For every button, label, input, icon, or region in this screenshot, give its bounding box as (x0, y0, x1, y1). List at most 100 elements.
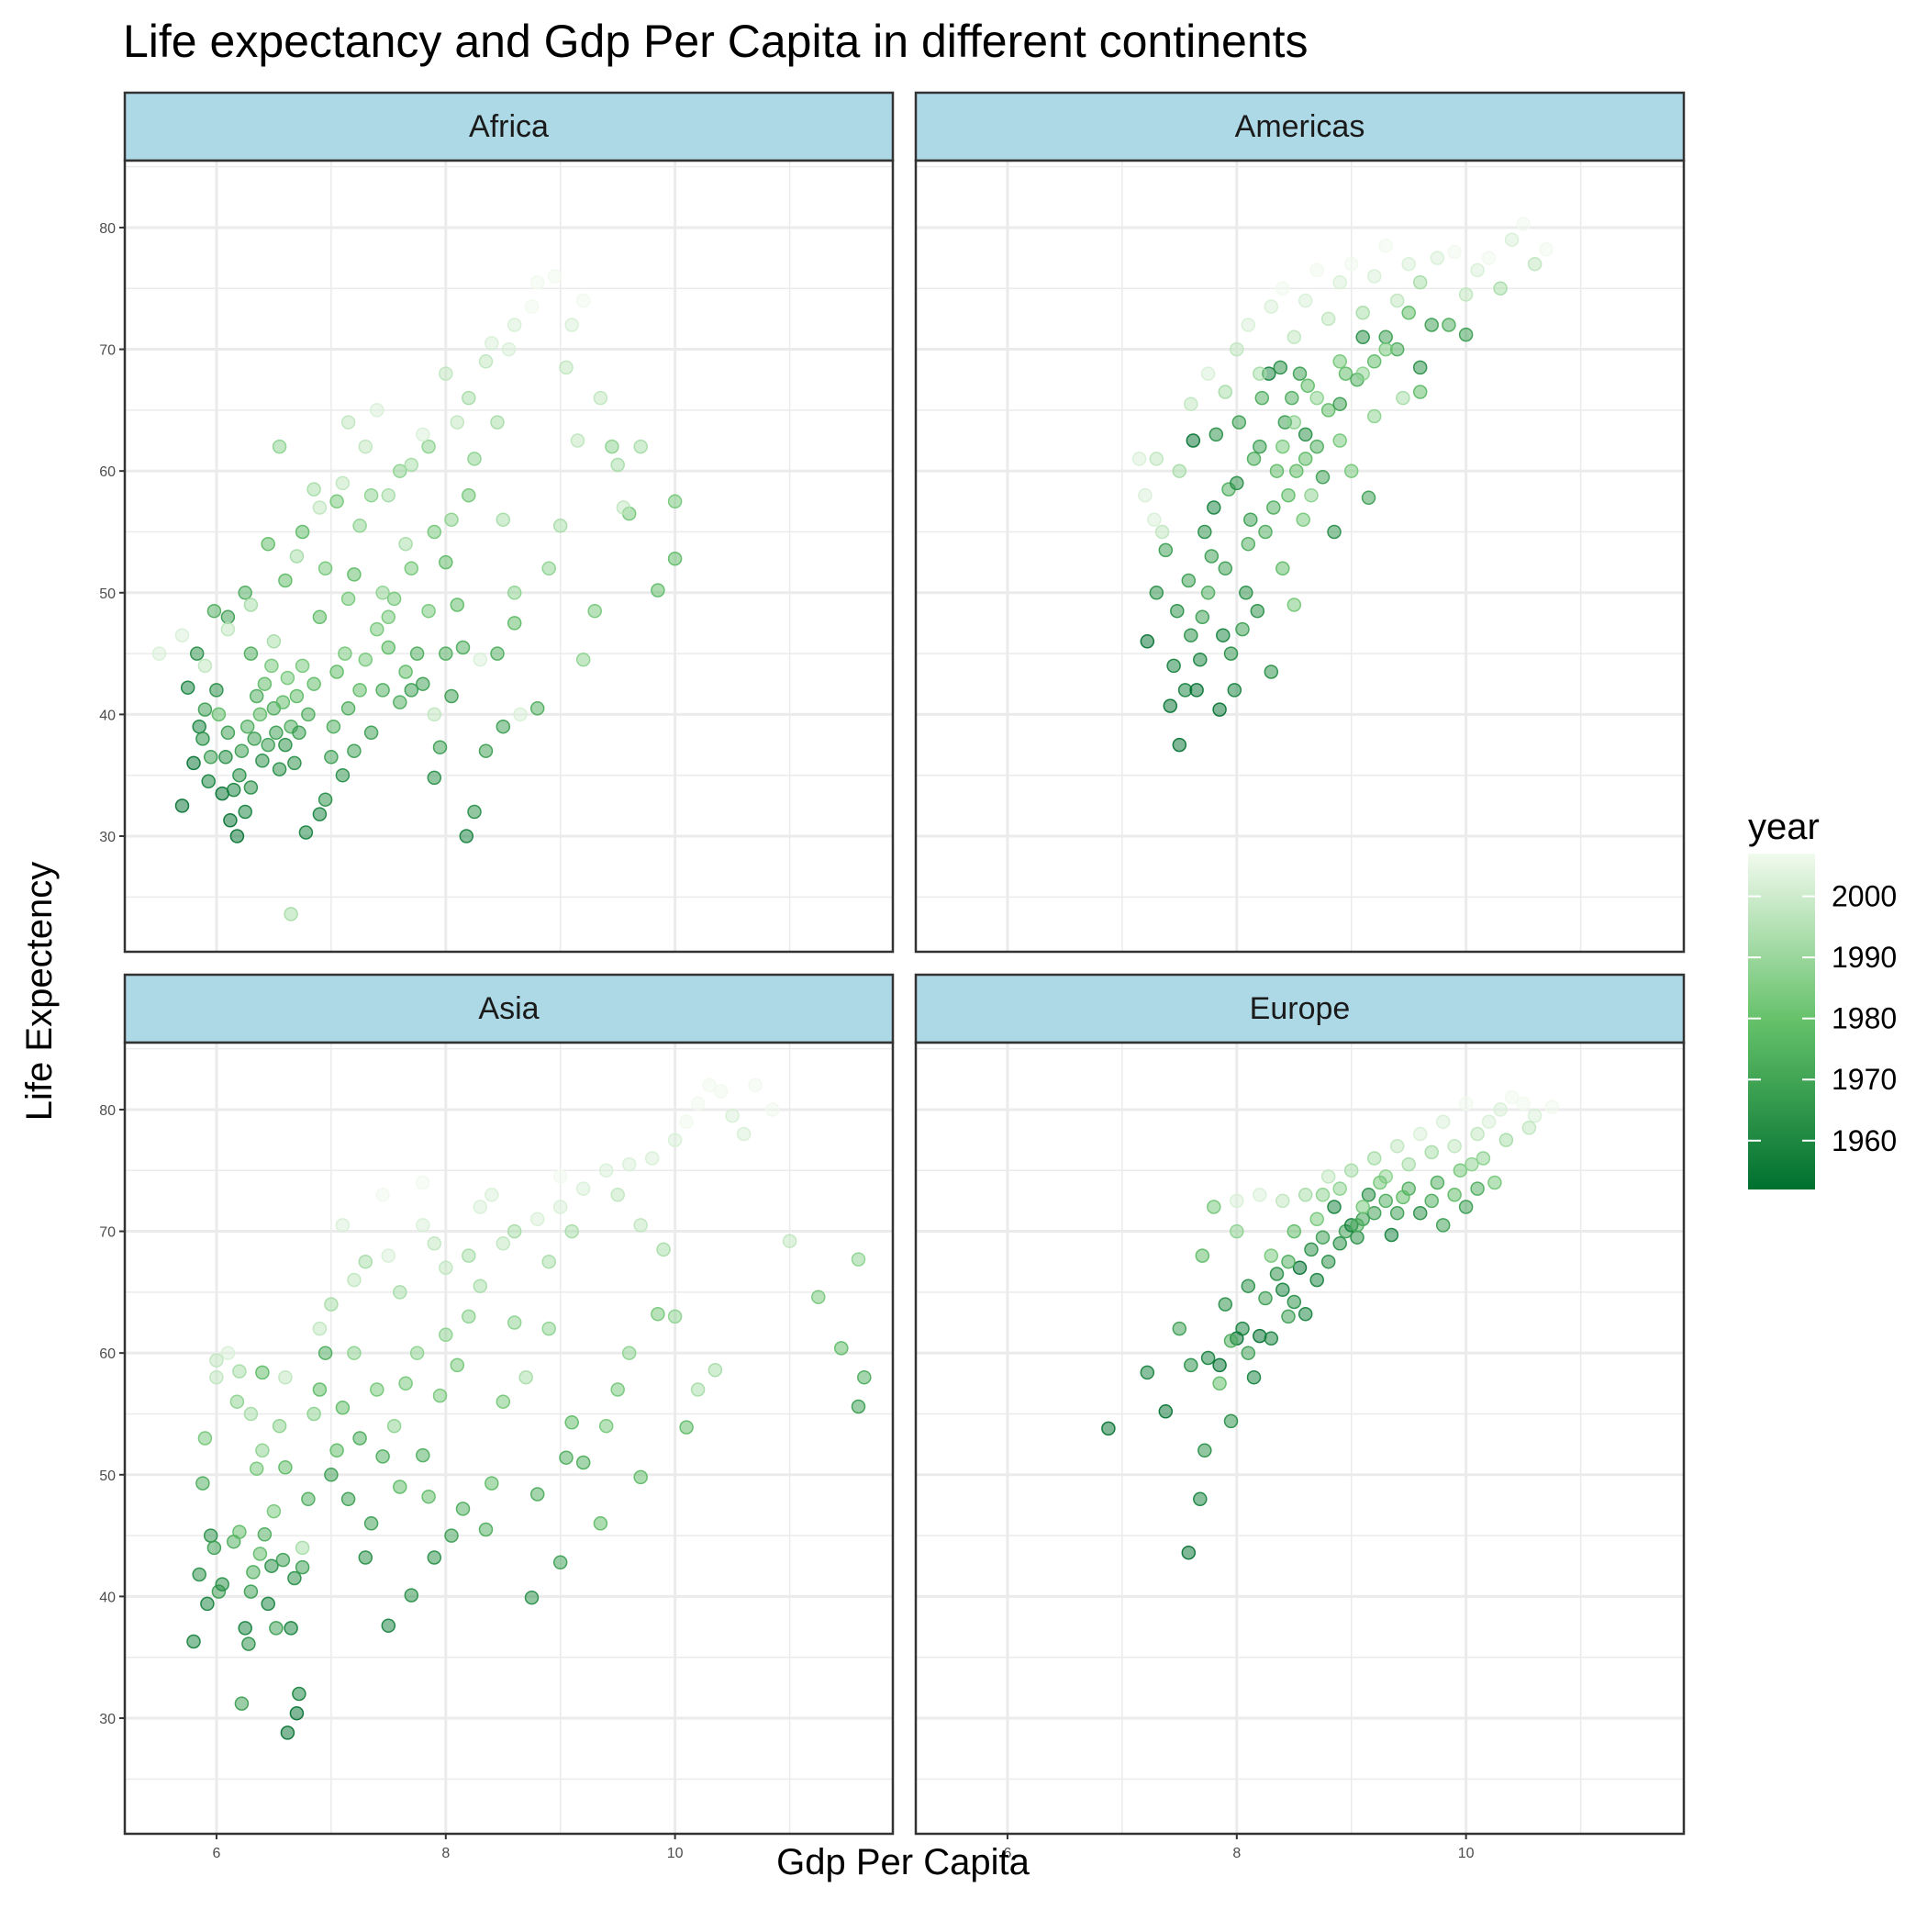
data-point (218, 750, 233, 765)
data-point (1361, 490, 1376, 506)
data-point (272, 1418, 287, 1434)
data-point (1154, 524, 1170, 540)
data-point (269, 1621, 284, 1636)
data-point (1521, 1121, 1537, 1135)
data-point (621, 1156, 637, 1172)
data-point (215, 1577, 229, 1591)
data-point (1384, 1227, 1399, 1243)
data-point (223, 813, 238, 828)
data-point (1320, 1254, 1336, 1269)
data-point (1476, 1151, 1491, 1166)
data-point (1184, 1357, 1198, 1373)
data-point (1516, 1096, 1531, 1111)
data-point (340, 415, 356, 430)
data-point (690, 1096, 706, 1111)
legend-label: 1980 (1832, 1002, 1897, 1035)
data-point (667, 494, 683, 509)
data-point (667, 1133, 683, 1147)
data-point (1309, 439, 1324, 454)
data-point (211, 707, 227, 722)
data-point (1253, 366, 1267, 381)
data-point (1212, 1357, 1227, 1373)
data-point (358, 1550, 373, 1565)
data-point (1287, 597, 1302, 612)
data-point (462, 1248, 476, 1263)
data-point (1350, 1230, 1364, 1245)
data-point (1366, 1205, 1382, 1221)
data-point (272, 762, 287, 776)
panels: Africa 30 40 50 60 70 80 Americas Asia 30 40 50 60 70… (99, 91, 1686, 1861)
data-point (1304, 1242, 1319, 1257)
data-point (1264, 1331, 1279, 1346)
data-point (255, 754, 270, 768)
data-point (197, 702, 213, 717)
data-point (490, 646, 505, 661)
data-point (651, 1306, 665, 1322)
data-point (1343, 463, 1359, 478)
data-point (507, 318, 522, 332)
data-point (1442, 318, 1456, 332)
data-point (232, 1524, 247, 1539)
data-point (1453, 1163, 1468, 1178)
data-point (1309, 262, 1324, 278)
data-point (352, 1431, 367, 1446)
data-point (1412, 274, 1428, 290)
x-tick-label: 8 (441, 1846, 450, 1861)
data-point (232, 767, 247, 783)
data-point (324, 1297, 339, 1312)
data-point (249, 1461, 264, 1476)
data-point (398, 536, 413, 552)
data-point (427, 1236, 442, 1251)
data-point (1366, 354, 1382, 369)
data-point (404, 457, 419, 473)
data-point (1355, 306, 1370, 320)
data-point (598, 1418, 614, 1434)
data-point (1412, 385, 1428, 399)
data-point (292, 725, 306, 741)
data-point (490, 415, 505, 430)
data-point (455, 640, 471, 655)
data-point (1315, 1188, 1331, 1202)
data-point (1498, 1133, 1514, 1147)
data-point (485, 1188, 499, 1202)
data-point (1366, 269, 1382, 284)
data-point (1430, 1175, 1445, 1190)
data-point (1298, 1188, 1313, 1202)
data-point (1230, 1193, 1244, 1209)
data-point (238, 586, 252, 600)
data-point (238, 804, 252, 820)
data-point (1396, 1189, 1410, 1205)
data-point (347, 1272, 362, 1288)
data-point (1195, 1248, 1210, 1263)
strip-label-europe: Europe (1250, 991, 1351, 1026)
data-point (462, 1309, 476, 1324)
data-point (467, 804, 482, 820)
data-point (192, 1567, 206, 1582)
data-point (261, 1596, 275, 1612)
data-point (564, 318, 579, 332)
data-point (416, 427, 430, 442)
data-point (1378, 1193, 1393, 1209)
data-point (1332, 1181, 1347, 1196)
data-point (444, 1528, 459, 1543)
data-point (1465, 1156, 1479, 1172)
data-point (209, 1369, 224, 1385)
data-point (1253, 1328, 1267, 1344)
data-point (340, 1491, 356, 1507)
data-point (473, 1279, 488, 1293)
data-point (1223, 1334, 1239, 1348)
data-point (358, 439, 373, 454)
data-point (1140, 634, 1155, 649)
data-point (275, 695, 291, 709)
data-point (1343, 1163, 1359, 1178)
data-point (301, 707, 316, 722)
data-point (264, 658, 279, 674)
data-point (478, 743, 494, 758)
data-point (1343, 256, 1359, 272)
data-point (610, 1188, 625, 1202)
data-point (329, 664, 344, 679)
data-point (1401, 256, 1416, 272)
data-point (1527, 256, 1543, 272)
data-point (335, 475, 351, 491)
data-point (1504, 1089, 1520, 1105)
